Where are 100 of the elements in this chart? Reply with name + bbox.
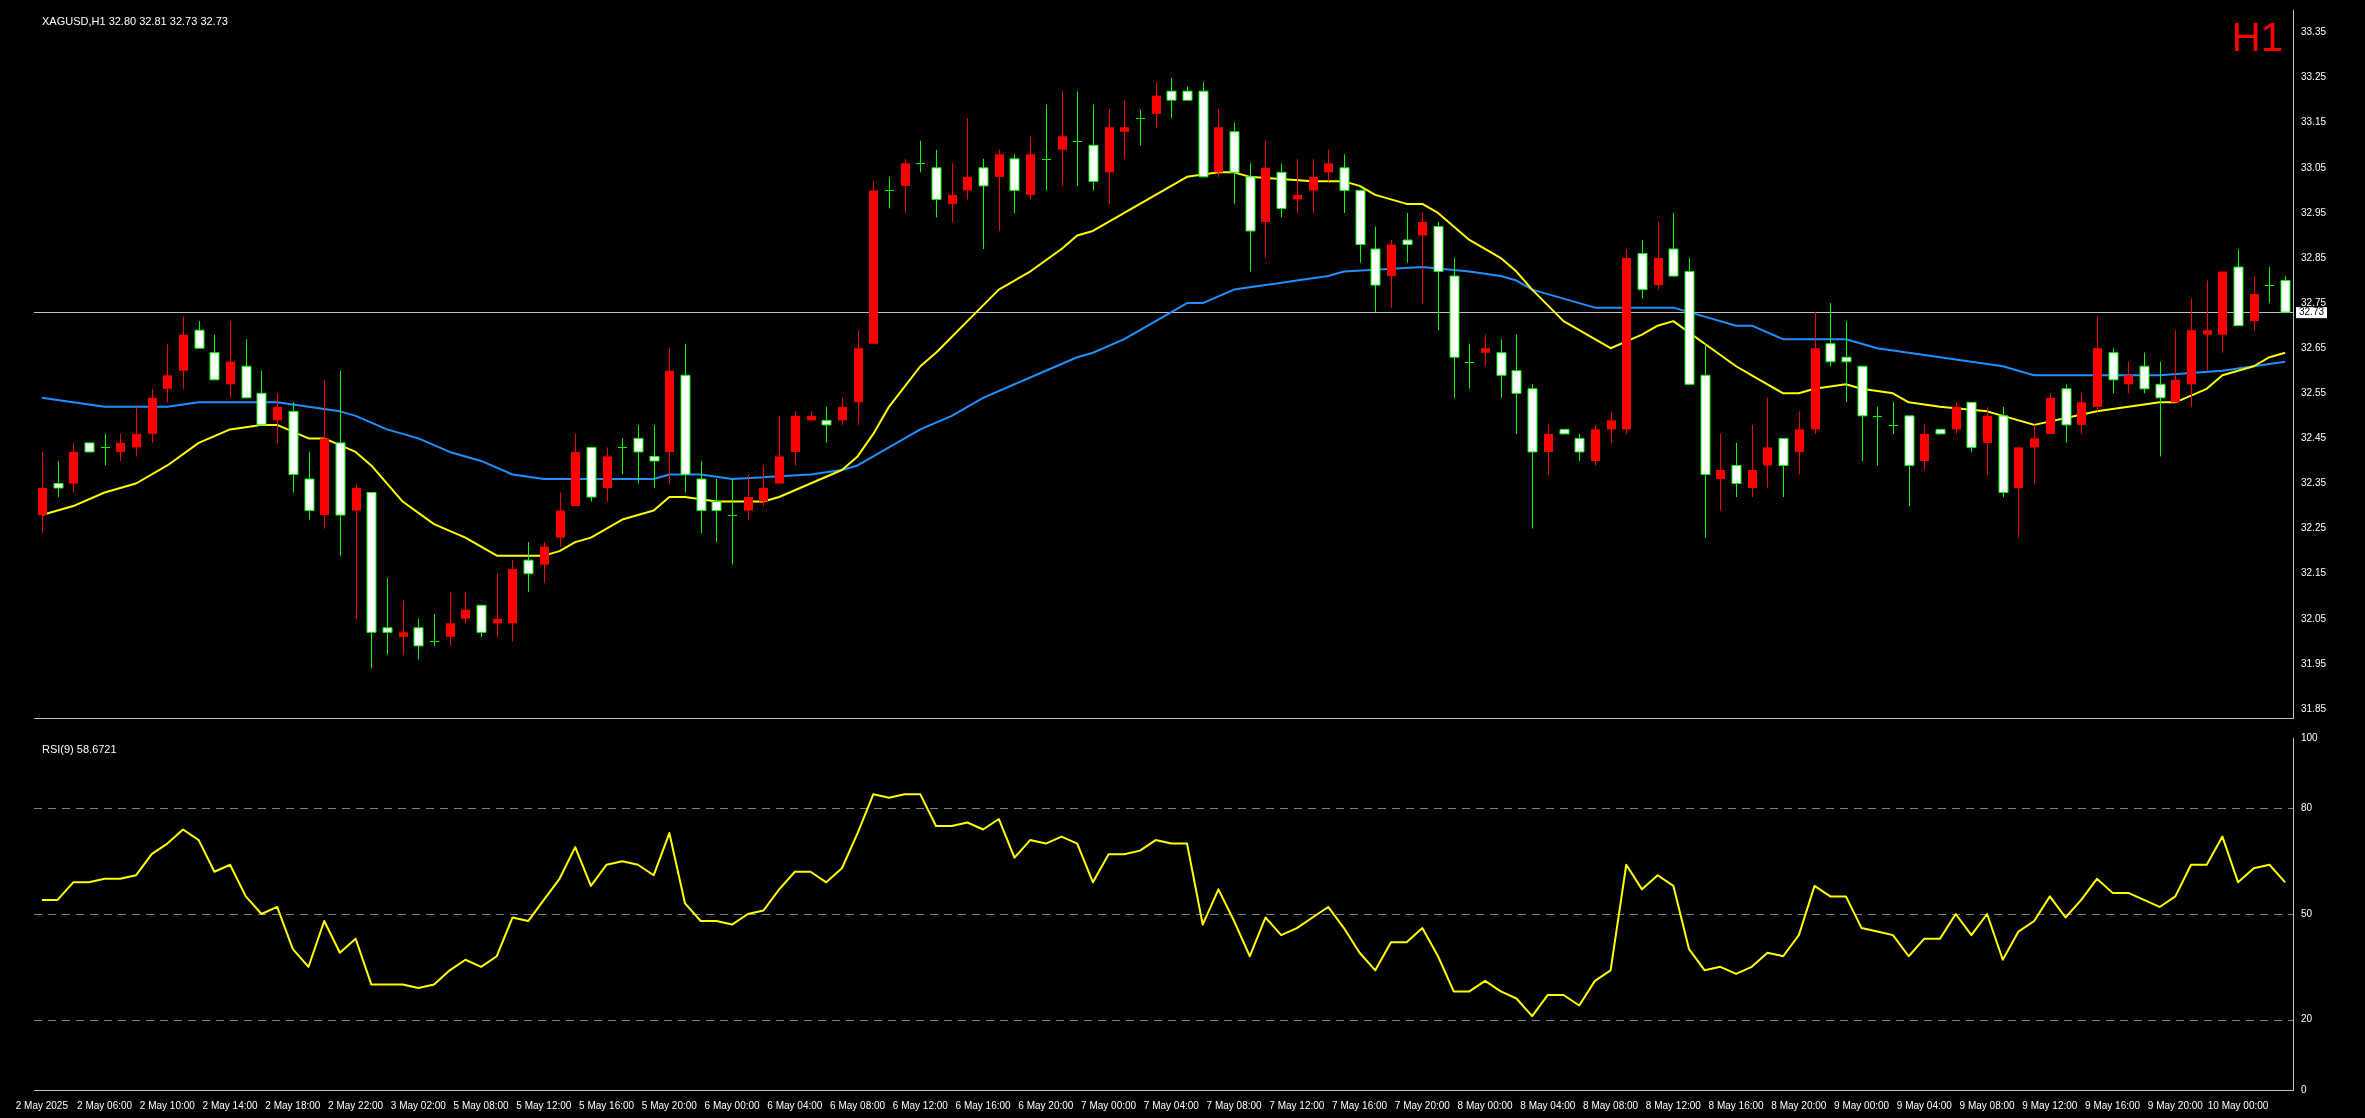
y-tick-label: 32.15 — [2301, 567, 2327, 579]
y-tick-label: 32.45 — [2301, 432, 2327, 444]
candlestick — [2203, 280, 2212, 372]
candlestick — [273, 392, 282, 444]
candlestick — [1309, 158, 1318, 214]
candlestick — [352, 483, 361, 620]
y-tick-label: 80 — [2301, 802, 2313, 814]
candlestick — [1748, 424, 1757, 498]
x-tick-label: 5 May 20:00 — [641, 1099, 698, 1111]
candlestick — [1072, 90, 1083, 187]
candlestick — [744, 473, 753, 521]
y-tick-label: 32.05 — [2301, 612, 2327, 624]
y-tick-label: 31.85 — [2301, 702, 2327, 714]
x-tick-label: 9 May 00:00 — [1834, 1099, 1890, 1111]
candlestick — [100, 433, 111, 466]
candlestick — [1795, 410, 1804, 475]
x-tick-label: 7 May 16:00 — [1332, 1099, 1388, 1111]
x-tick-label: 8 May 12:00 — [1645, 1099, 1702, 1111]
candlestick — [838, 397, 847, 426]
candlestick — [1716, 433, 1725, 512]
y-tick-label: 32.95 — [2301, 206, 2327, 218]
x-tick-label: 9 May 08:00 — [1959, 1099, 2016, 1111]
chart-title: RSI(9) 58.6721 — [42, 742, 117, 755]
candlestick — [2124, 361, 2133, 394]
x-tick-label: 2 May 14:00 — [202, 1099, 259, 1111]
candlestick — [1544, 424, 1553, 475]
candlestick — [461, 591, 470, 624]
candlestick — [116, 433, 125, 462]
candlestick — [132, 406, 141, 457]
y-tick-label: 33.35 — [2301, 26, 2327, 38]
y-tick-label: 33.25 — [2301, 71, 2327, 83]
candlestick — [901, 158, 910, 214]
x-tick-label: 2 May 22:00 — [328, 1099, 384, 1111]
candlestick — [1481, 334, 1490, 367]
candlestick — [163, 343, 172, 403]
y-tick-label: 32.85 — [2301, 251, 2327, 263]
candlestick — [915, 140, 926, 173]
x-tick-label: 6 May 00:00 — [704, 1099, 761, 1111]
candlestick — [2264, 266, 2275, 304]
candlestick — [963, 117, 972, 200]
chart-title: XAGUSD,H1 32.80 32.81 32.73 32.73 — [42, 14, 228, 27]
x-tick-label: 9 May 20:00 — [2147, 1099, 2204, 1111]
y-tick-label: 32.75 — [2301, 296, 2327, 308]
candlestick — [429, 613, 440, 647]
x-tick-label: 2 May 18:00 — [265, 1099, 321, 1111]
x-tick-label: 7 May 04:00 — [1143, 1099, 1200, 1111]
y-tick-label: 100 — [2301, 731, 2319, 743]
candlestick — [1058, 90, 1067, 187]
x-tick-label: 9 May 12:00 — [2022, 1099, 2078, 1111]
candlestick — [1324, 149, 1333, 182]
candlestick — [1952, 401, 1961, 435]
x-tick-label: 8 May 04:00 — [1520, 1099, 1576, 1111]
y-tick-label: 33.15 — [2301, 116, 2327, 128]
candlestick — [446, 591, 455, 647]
y-tick-label: 0 — [2301, 1083, 2307, 1095]
candlestick — [948, 162, 957, 223]
candlestick — [2030, 424, 2039, 484]
x-tick-label: 7 May 08:00 — [1206, 1099, 1263, 1111]
candlestick — [226, 320, 235, 399]
x-tick-label: 10 May 00:00 — [2207, 1099, 2269, 1111]
candlestick — [1872, 406, 1883, 466]
candlestick — [727, 478, 738, 566]
y-tick-label: 33.05 — [2301, 161, 2327, 173]
x-tick-label: 6 May 12:00 — [892, 1099, 949, 1111]
ref-line-label: 32.73 — [2299, 306, 2325, 318]
candlestick — [2171, 329, 2180, 403]
candlestick — [1135, 108, 1146, 146]
x-tick-label: 2 May 2025 — [15, 1099, 69, 1111]
candlestick — [1120, 99, 1129, 160]
x-tick-label: 8 May 20:00 — [1771, 1099, 1827, 1111]
candlestick — [884, 176, 895, 209]
x-tick-label: 2 May 10:00 — [139, 1099, 196, 1111]
x-tick-label: 5 May 08:00 — [453, 1099, 510, 1111]
candlestick — [1152, 81, 1161, 128]
candlestick — [1607, 410, 1616, 444]
y-tick-label: 32.25 — [2301, 522, 2327, 534]
annotation: H1 — [2231, 15, 2283, 60]
candlestick — [1464, 343, 1475, 390]
x-tick-label: 6 May 20:00 — [1018, 1099, 1074, 1111]
x-tick-label: 6 May 08:00 — [830, 1099, 886, 1111]
x-tick-label: 6 May 04:00 — [767, 1099, 823, 1111]
x-tick-label: 5 May 12:00 — [516, 1099, 572, 1111]
x-tick-label: 7 May 00:00 — [1081, 1099, 1137, 1111]
candlestick — [1763, 397, 1772, 489]
x-tick-label: 9 May 16:00 — [2085, 1099, 2141, 1111]
y-tick-label: 32.65 — [2301, 341, 2327, 353]
x-tick-label: 8 May 00:00 — [1457, 1099, 1514, 1111]
x-tick-label: 9 May 04:00 — [1896, 1099, 1953, 1111]
candlestick — [1418, 212, 1427, 304]
x-tick-label: 8 May 08:00 — [1583, 1099, 1639, 1111]
candlestick — [1041, 104, 1052, 191]
x-tick-label: 3 May 02:00 — [390, 1099, 447, 1111]
y-tick-label: 20 — [2301, 1013, 2313, 1025]
x-tick-label: 7 May 12:00 — [1269, 1099, 1325, 1111]
candlestick — [995, 149, 1004, 232]
candlestick — [617, 437, 628, 475]
x-tick-label: 7 May 20:00 — [1394, 1099, 1451, 1111]
y-tick-label: 31.95 — [2301, 657, 2327, 669]
candlestick — [2077, 392, 2086, 435]
y-tick-label: 32.55 — [2301, 387, 2327, 399]
